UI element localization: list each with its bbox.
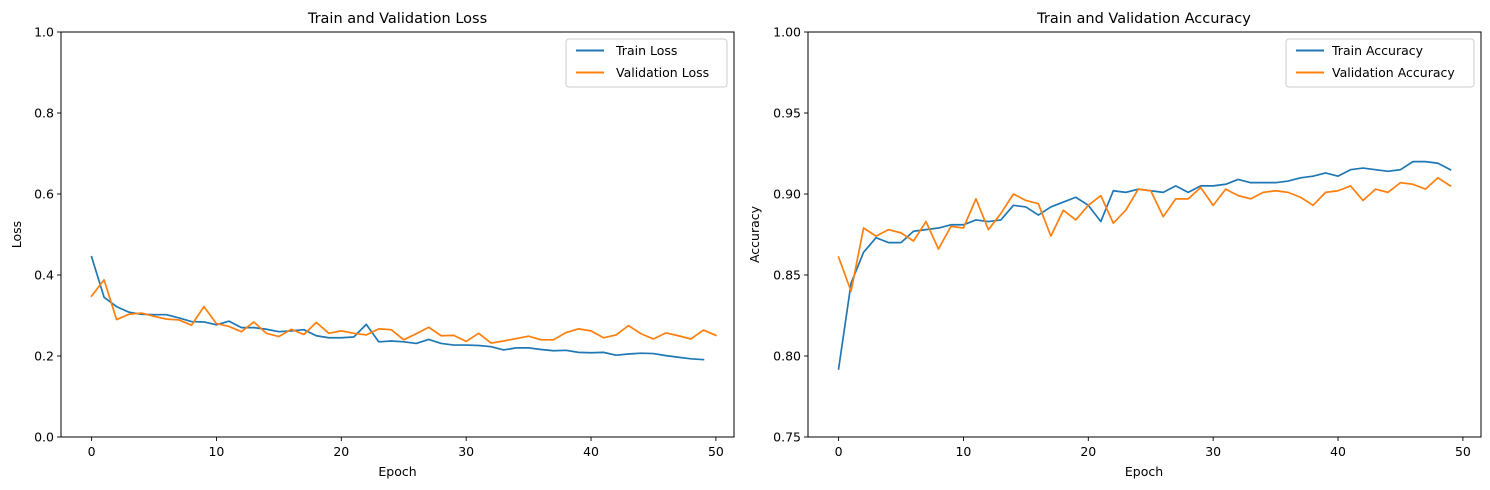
- accuracy-chart-y-tick-label: 0.75: [773, 430, 801, 445]
- loss-chart-x-axis-label: Epoch: [378, 464, 416, 479]
- accuracy-chart-x-tick-label: 0: [835, 444, 843, 459]
- loss-chart-y-axis-label: Loss: [9, 221, 24, 248]
- accuracy-chart-x-tick-label: 10: [955, 444, 971, 459]
- loss-chart: Train and Validation Loss 0 10 20 30 40 50 0.0…: [9, 11, 735, 479]
- loss-chart-x-tick-label: 0: [88, 444, 96, 459]
- loss-chart-x-tick-label: 40: [583, 444, 599, 459]
- accuracy-chart-title: Train and Validation Accuracy: [1036, 11, 1251, 27]
- accuracy-chart-y-tick-label: 0.80: [773, 349, 801, 364]
- accuracy-chart: Train and Validation Accuracy 0 10 20 30 40 5…: [747, 11, 1482, 479]
- accuracy-chart-x-axis-label: Epoch: [1125, 464, 1163, 479]
- loss-chart-x-tick-label: 10: [208, 444, 224, 459]
- loss-chart-x-tick-label: 20: [333, 444, 349, 459]
- accuracy-chart-y-tick-label: 0.90: [773, 187, 801, 202]
- loss-chart-x-tick-label: 50: [708, 444, 724, 459]
- loss-chart-y-tick-label: 0.2: [34, 349, 54, 364]
- loss-chart-y-tick-label: 0.0: [34, 430, 54, 445]
- loss-chart-y-tick-label: 1.0: [34, 25, 54, 40]
- loss-chart-legend-box: [565, 38, 728, 88]
- accuracy-chart-legend: Train Accuracy Validation Accuracy: [1285, 38, 1475, 88]
- accuracy-chart-x-tick-label: 20: [1080, 444, 1096, 459]
- accuracy-chart-legend-box: [1285, 38, 1475, 88]
- loss-chart-title: Train and Validation Loss: [307, 11, 487, 27]
- loss-chart-legend: Train Loss Validation Loss: [565, 38, 728, 88]
- loss-chart-lines: [90, 255, 718, 361]
- loss-chart-series-line-validation: [90, 279, 718, 344]
- accuracy-chart-y-tick-label: 0.95: [773, 106, 801, 121]
- loss-chart-x-tick-label: 30: [458, 444, 474, 459]
- loss-chart-y-tick-label: 0.6: [34, 187, 54, 202]
- accuracy-chart-plot-frame: [807, 31, 1482, 438]
- accuracy-chart-x-tick-label: 30: [1205, 444, 1221, 459]
- accuracy-chart-series-line-validation: [837, 176, 1452, 293]
- loss-chart-y-tick-label: 0.4: [34, 268, 54, 283]
- accuracy-chart-x-tick-label: 40: [1330, 444, 1346, 459]
- accuracy-chart-ticks: 0 10 20 30 40 50 0.75 0.80 0.85 0.90 0.95 1.00: [773, 25, 1471, 460]
- accuracy-chart-y-axis-label: Accuracy: [747, 205, 762, 263]
- accuracy-chart-y-tick-label: 1.00: [773, 25, 801, 40]
- accuracy-chart-legend-label-validation: Validation Accuracy: [1332, 65, 1455, 80]
- loss-chart-y-tick-label: 0.8: [34, 106, 54, 121]
- loss-chart-ticks: 0 10 20 30 40 50 0.0 0.2 0.4 0.6 0.8 1.0: [34, 25, 724, 460]
- loss-chart-plot-frame: [60, 31, 735, 438]
- loss-chart-legend-label-train: Train Loss: [615, 43, 677, 58]
- accuracy-chart-x-tick-label: 50: [1455, 444, 1471, 459]
- loss-chart-legend-label-validation: Validation Loss: [616, 65, 709, 80]
- accuracy-chart-lines: [837, 160, 1452, 370]
- accuracy-chart-y-tick-label: 0.85: [773, 268, 801, 283]
- accuracy-chart-legend-label-train: Train Accuracy: [1331, 43, 1424, 58]
